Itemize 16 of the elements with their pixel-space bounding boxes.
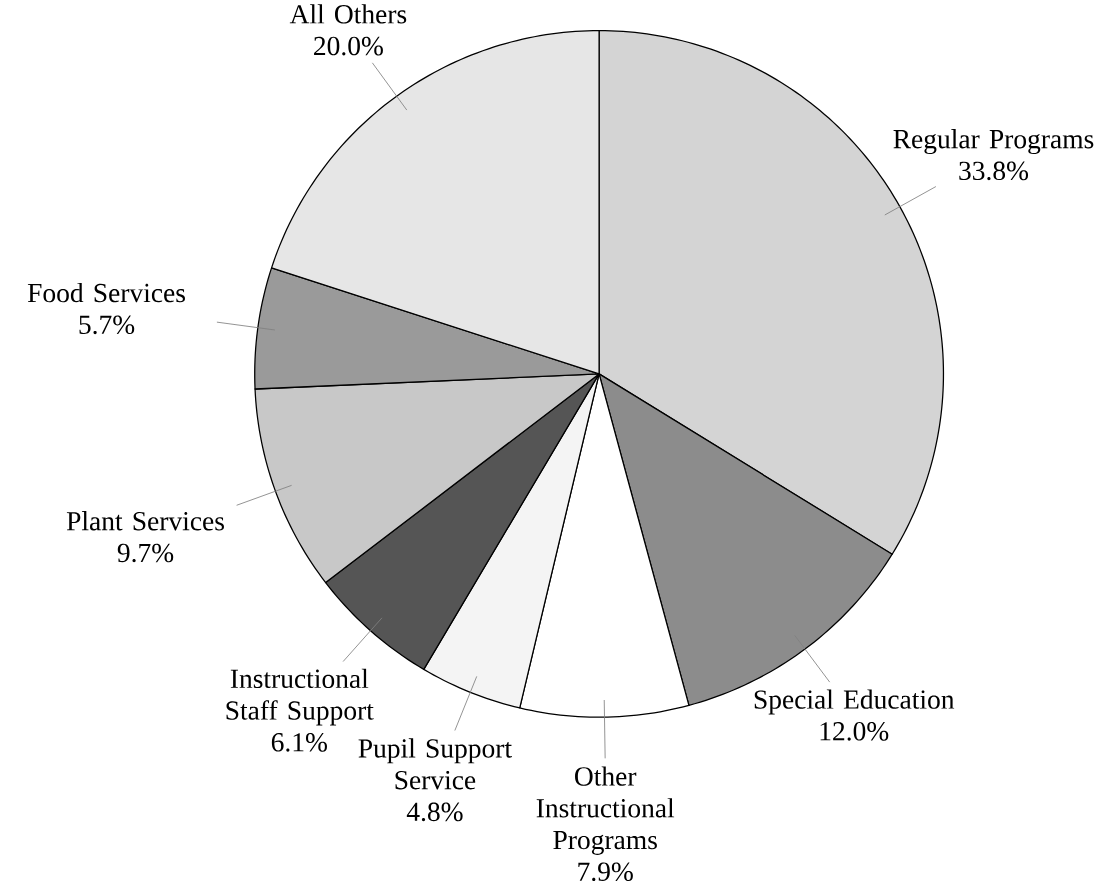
data-label: 33.8% [959,161,1029,181]
data-label: 12.0% [820,721,889,741]
slice-label: Special Education [754,689,955,715]
slice-label: Food Services [27,282,185,303]
data-label: 6.1% [271,732,327,752]
slice-label: All Others [289,4,407,24]
data-label: 4.8% [406,802,463,822]
slice-label: Plant Services [66,510,224,531]
slice-label: Pupil Support Service [358,738,512,790]
data-label: 9.7% [117,543,174,563]
data-label: 7.9% [578,862,633,881]
slice-label: Other Instructional Programs [536,766,675,855]
slice-label: Regular Programs [893,128,1094,154]
data-label: 20.0% [314,36,383,56]
data-label: 5.7% [79,315,135,334]
slice-label: Instructional Staff Support [226,668,374,726]
